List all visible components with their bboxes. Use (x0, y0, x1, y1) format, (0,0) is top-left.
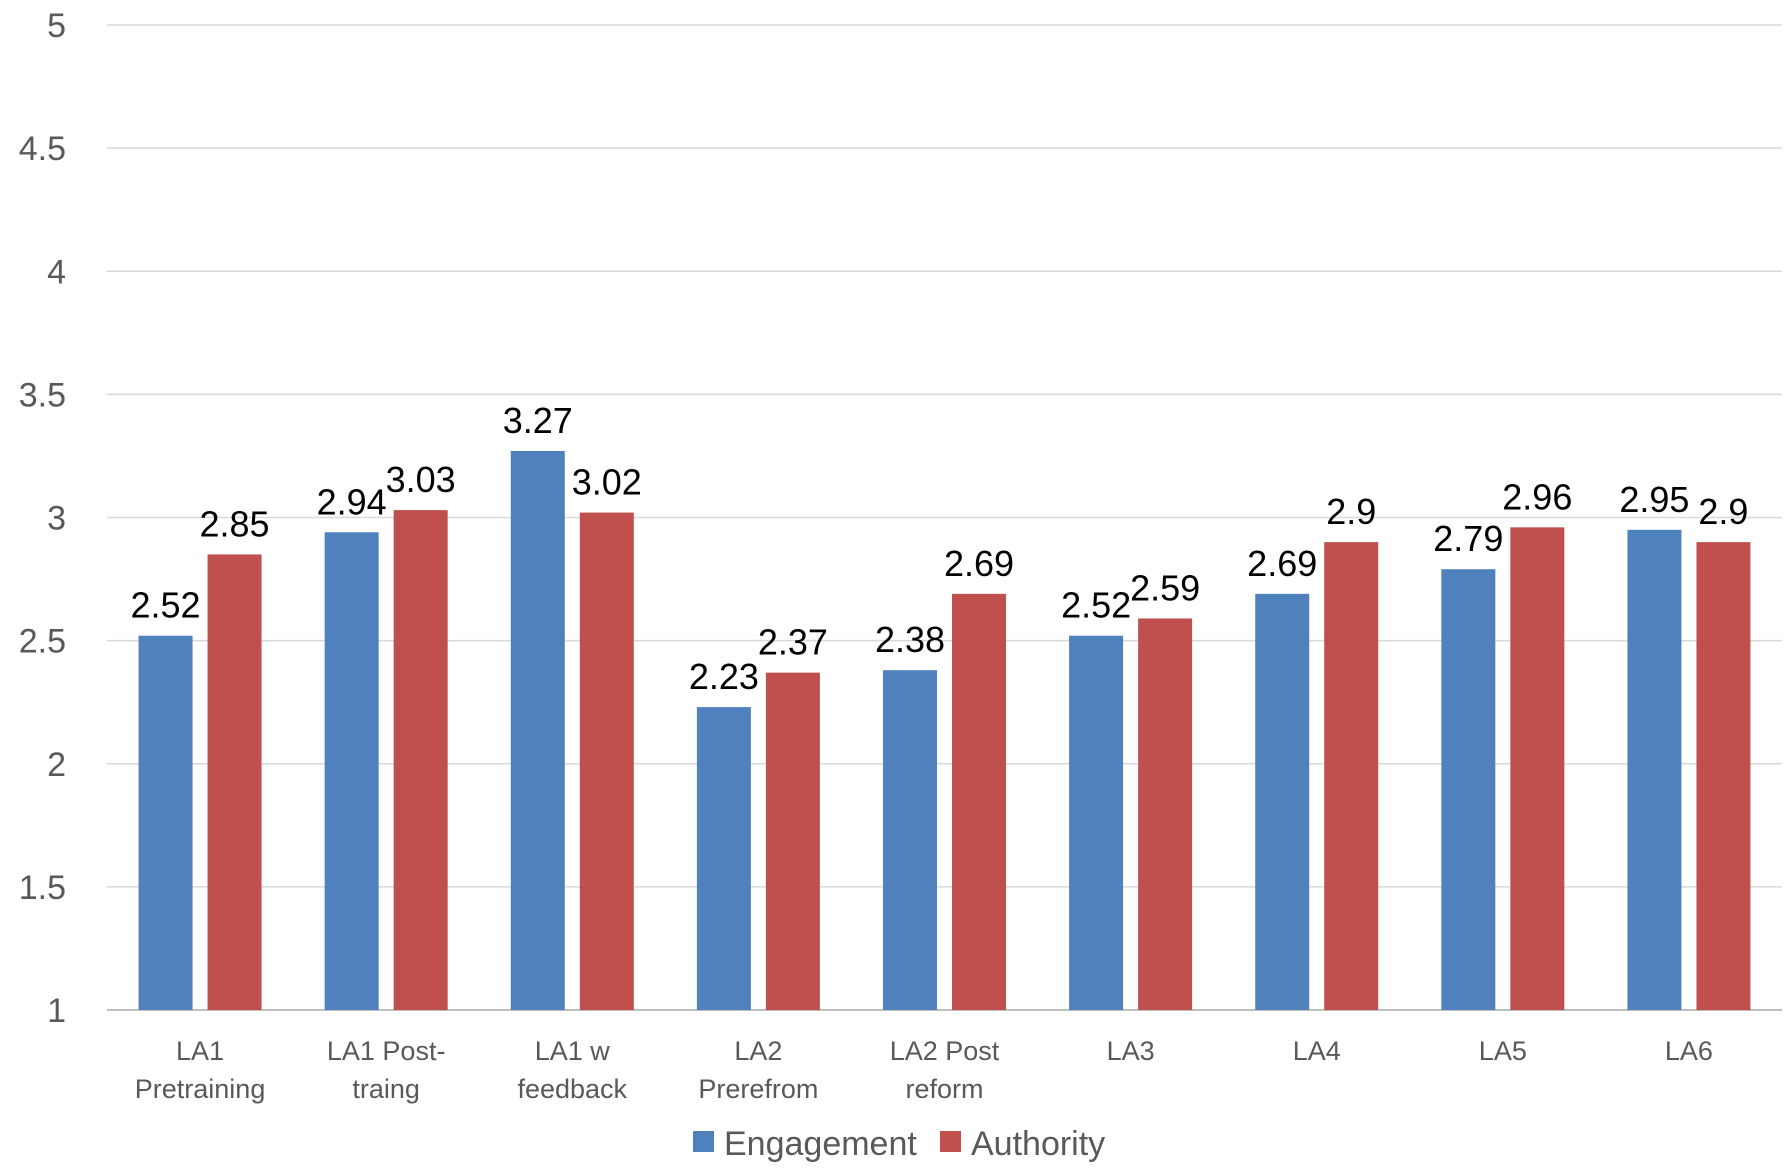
data-label-engagement: 2.69 (1247, 543, 1317, 584)
data-label-authority: 2.37 (758, 622, 828, 663)
x-tick-label: LA2 (734, 1036, 782, 1066)
x-tick-label: feedback (517, 1074, 627, 1104)
y-tick-label: 1 (47, 992, 66, 1030)
bar-engagement (138, 635, 193, 1010)
y-tick-label: 1.5 (19, 869, 66, 907)
gridlines (107, 24, 1782, 1011)
data-label-engagement: 2.95 (1619, 479, 1689, 520)
x-axis: LA1 Pretraining LA1 Post-traing LA1 w feedba… (135, 1036, 1713, 1104)
x-tick-label: LA4 (1293, 1036, 1341, 1066)
bar-engagement (324, 532, 379, 1010)
bar-authority (952, 593, 1006, 1010)
bar-authority (765, 672, 820, 1010)
legend-swatch-engagement (693, 1131, 714, 1152)
x-tick-label: LA6 (1665, 1036, 1713, 1066)
x-tick-label: LA5 (1479, 1036, 1527, 1066)
x-tick-label: reform (905, 1074, 983, 1104)
data-label-engagement: 2.23 (689, 656, 759, 697)
data-label-authority: 3.03 (386, 459, 456, 500)
y-tick-label: 4.5 (19, 130, 66, 168)
bar-authority (1138, 618, 1193, 1010)
x-tick-label: traing (352, 1074, 420, 1104)
data-label-authority: 2.59 (1130, 567, 1200, 608)
bar-engagement (883, 670, 937, 1010)
y-tick-label: 4 (47, 253, 66, 291)
data-label-engagement: 2.38 (875, 619, 945, 660)
data-labels: 2.52 2.85 2.943.03 3.27 3.02 2.232.37 2.38 2.69… (131, 400, 1749, 697)
legend: Engagement Authority (693, 1125, 1105, 1163)
legend-label-authority: Authority (971, 1125, 1105, 1163)
data-label-engagement: 2.52 (1061, 585, 1131, 626)
data-label-engagement: 2.79 (1433, 518, 1503, 559)
x-tick-label: LA3 (1107, 1036, 1155, 1066)
data-label-authority: 3.02 (572, 462, 642, 503)
legend-label-engagement: Engagement (724, 1125, 917, 1163)
y-tick-label: 2 (47, 746, 66, 784)
y-axis: 1 1.5 2 2.5 3 3.5 4 4.5 5 (19, 7, 66, 1030)
bar-authority (393, 510, 448, 1010)
bar-engagement (1255, 593, 1310, 1010)
bar-authority (1510, 527, 1565, 1010)
y-tick-label: 5 (47, 7, 66, 45)
legend-swatch-authority (940, 1131, 961, 1152)
data-label-authority: 2.9 (1698, 491, 1748, 532)
data-label-authority: 2.96 (1502, 476, 1572, 517)
y-tick-label: 3.5 (19, 376, 66, 414)
x-tick-label: LA1 w (535, 1036, 611, 1066)
bars (138, 451, 1751, 1010)
data-label-authority: 2.85 (200, 503, 270, 544)
x-tick-label: LA1 (176, 1036, 224, 1066)
bar-engagement (696, 707, 751, 1010)
x-tick-label: Pretraining (135, 1074, 266, 1104)
x-tick-label: LA1 Post- (327, 1036, 446, 1066)
bar-engagement (510, 451, 565, 1010)
bar-authority (1324, 542, 1379, 1010)
data-label-authority: 2.69 (944, 543, 1014, 584)
data-label-engagement: 2.94 (317, 481, 387, 522)
data-label-engagement: 2.52 (131, 585, 201, 626)
bar-engagement (1627, 529, 1682, 1010)
bar-authority (1696, 542, 1751, 1010)
x-tick-label: Prerefrom (698, 1074, 818, 1104)
bar-engagement (1069, 635, 1124, 1010)
bar-engagement (1441, 569, 1496, 1010)
bar-authority (579, 512, 634, 1010)
x-tick-label: LA2 Post (890, 1036, 1000, 1066)
data-label-engagement: 3.27 (503, 400, 573, 441)
y-tick-label: 3 (47, 500, 66, 538)
y-tick-label: 2.5 (19, 623, 66, 661)
data-label-authority: 2.9 (1326, 491, 1376, 532)
bar-authority (207, 554, 262, 1010)
